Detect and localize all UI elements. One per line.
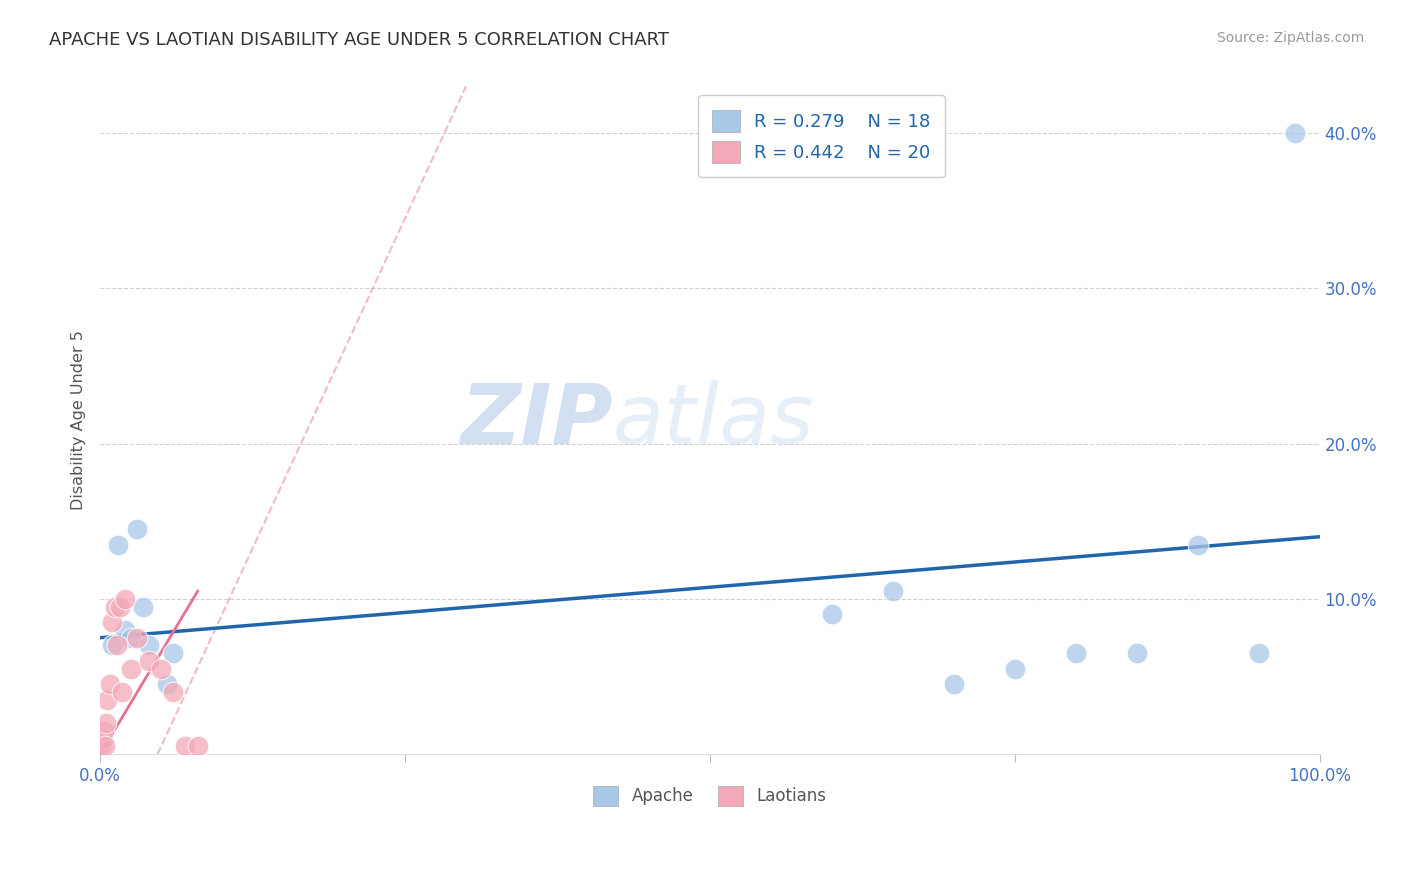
Point (104, 599, 127, 614)
Point (1187, 537, 1209, 551)
Text: atlas: atlas (612, 380, 814, 461)
Point (821, 607, 844, 622)
Point (120, 662, 142, 676)
Point (111, 685, 134, 699)
Point (882, 584, 904, 599)
Point (93, 723, 115, 738)
Point (125, 522, 148, 536)
Text: APACHE VS LAOTIAN DISABILITY AGE UNDER 5 CORRELATION CHART: APACHE VS LAOTIAN DISABILITY AGE UNDER 5… (49, 31, 669, 49)
Point (120, 631, 142, 645)
Point (105, 639, 128, 653)
Point (90, 739, 112, 754)
Point (107, 537, 129, 551)
Text: Source: ZipAtlas.com: Source: ZipAtlas.com (1216, 31, 1364, 45)
Point (94, 739, 117, 754)
Point (162, 646, 184, 660)
Point (150, 662, 173, 676)
Point (138, 654, 160, 668)
Point (108, 599, 131, 614)
Point (174, 739, 197, 754)
Point (96, 693, 118, 707)
Point (156, 677, 179, 691)
Point (98, 677, 121, 691)
Point (132, 599, 155, 614)
Text: ZIP: ZIP (460, 380, 612, 461)
Point (114, 591, 136, 606)
Y-axis label: Disability Age Under 5: Disability Age Under 5 (72, 330, 86, 510)
Point (1284, 126, 1306, 140)
Point (138, 639, 160, 653)
Point (942, 677, 965, 691)
Point (187, 739, 209, 754)
Point (114, 623, 136, 637)
Point (101, 615, 124, 630)
Point (96, 716, 118, 731)
Point (125, 631, 148, 645)
Point (1004, 662, 1026, 676)
Point (91, 731, 114, 746)
Point (162, 685, 184, 699)
Point (1064, 646, 1087, 660)
Point (101, 639, 124, 653)
Point (1247, 646, 1270, 660)
Point (1125, 646, 1147, 660)
Legend: Apache, Laotians: Apache, Laotians (586, 779, 834, 813)
